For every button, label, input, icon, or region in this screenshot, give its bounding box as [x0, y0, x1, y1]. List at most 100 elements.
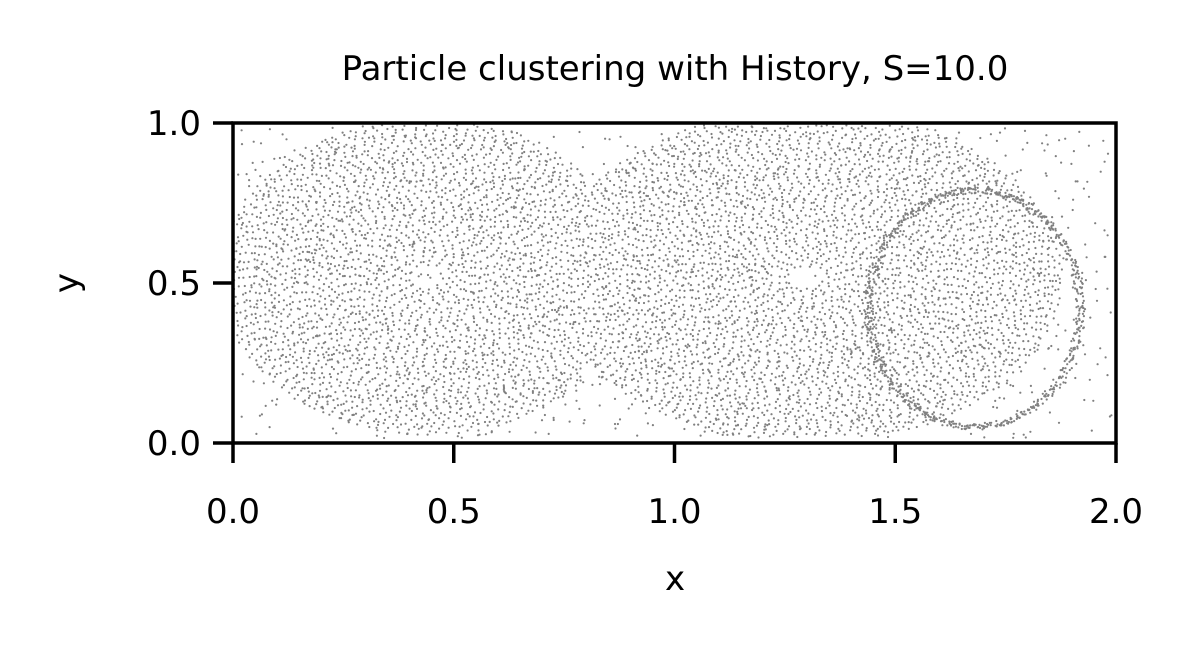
- particle-point: [810, 150, 814, 153]
- particle-point: [747, 301, 750, 304]
- particle-point: [281, 227, 284, 231]
- particle-point: [886, 334, 889, 337]
- particle-point: [858, 393, 861, 396]
- particle-point: [717, 225, 720, 228]
- particle-point: [899, 281, 902, 284]
- particle-point: [411, 169, 414, 172]
- particle-point: [863, 197, 866, 200]
- particle-point: [273, 297, 276, 300]
- particle-point: [766, 339, 769, 342]
- particle-point: [552, 301, 555, 304]
- particle-point: [868, 225, 872, 228]
- particle-point: [315, 208, 318, 211]
- particle-point: [836, 312, 839, 315]
- particle-point: [553, 360, 556, 363]
- particle-point: [570, 221, 574, 224]
- particle-point: [579, 254, 582, 257]
- particle-point: [342, 316, 345, 319]
- particle-point: [695, 274, 698, 278]
- particle-point: [270, 349, 273, 352]
- particle-point: [807, 155, 810, 158]
- particle-point: [891, 268, 894, 271]
- particle-point: [423, 302, 426, 305]
- particle-point: [627, 221, 631, 224]
- particle-point: [381, 136, 384, 139]
- particle-point: [867, 183, 870, 186]
- particle-point: [297, 317, 300, 320]
- particle-point: [435, 389, 438, 392]
- particle-point: [697, 333, 700, 336]
- particle-point: [952, 198, 955, 201]
- particle-point: [371, 125, 374, 128]
- particle-point: [264, 306, 267, 309]
- particle-point: [843, 246, 847, 249]
- particle-point: [847, 229, 850, 232]
- particle-point: [738, 385, 741, 388]
- particle-point: [903, 193, 906, 196]
- particle-point: [563, 330, 566, 333]
- particle-point: [464, 157, 467, 161]
- particle-point: [766, 247, 769, 250]
- particle-point: [410, 295, 413, 298]
- particle-point: [324, 201, 327, 204]
- particle-point: [267, 214, 270, 218]
- particle-point: [402, 213, 405, 216]
- particle-point: [848, 375, 851, 378]
- particle-point: [860, 332, 863, 335]
- particle-point: [449, 163, 452, 166]
- particle-point: [987, 262, 990, 265]
- particle-point: [251, 352, 254, 355]
- particle-point: [331, 203, 335, 207]
- particle-point: [956, 269, 960, 272]
- particle-point: [343, 274, 346, 278]
- particle-point: [635, 333, 638, 336]
- particle-point: [287, 360, 290, 363]
- particle-point: [458, 184, 461, 187]
- particle-point: [290, 236, 293, 239]
- particle-point: [714, 251, 717, 254]
- particle-point: [849, 170, 852, 173]
- particle-point: [543, 325, 547, 328]
- particle-point: [448, 277, 451, 280]
- particle-point: [570, 208, 573, 211]
- particle-point: [241, 221, 244, 225]
- particle-point: [423, 223, 426, 226]
- particle-point: [306, 208, 309, 211]
- particle-point: [423, 414, 426, 417]
- particle-point: [451, 280, 454, 283]
- particle-point: [299, 223, 302, 226]
- particle-point: [806, 316, 809, 319]
- particle-point: [738, 274, 741, 277]
- particle-point: [647, 280, 650, 283]
- particle-point: [711, 283, 714, 286]
- particle-point: [954, 262, 957, 266]
- particle-point: [539, 248, 542, 251]
- particle-point: [772, 198, 775, 201]
- particle-point: [694, 316, 697, 319]
- particle-point: [851, 318, 855, 321]
- particle-point: [528, 313, 532, 316]
- particle-point: [765, 345, 768, 348]
- particle-point: [349, 357, 352, 360]
- particle-point: [756, 348, 759, 352]
- particle-point: [521, 144, 524, 147]
- particle-point: [760, 265, 763, 268]
- particle-point: [566, 244, 569, 247]
- particle-point: [522, 379, 525, 382]
- particle-point: [438, 220, 441, 223]
- particle-point: [843, 358, 846, 361]
- particle-point: [675, 261, 678, 264]
- particle-point: [690, 296, 694, 299]
- particle-point: [328, 294, 331, 297]
- particle-point: [604, 298, 608, 301]
- particle-point: [688, 257, 691, 261]
- particle-point: [523, 244, 527, 248]
- particle-point: [870, 192, 873, 195]
- particle-point: [366, 283, 369, 286]
- particle-point: [456, 325, 459, 328]
- particle-point: [423, 357, 426, 360]
- particle-point: [630, 216, 633, 219]
- particle-point: [909, 303, 913, 307]
- particle-point: [542, 244, 545, 247]
- particle-point: [491, 179, 494, 182]
